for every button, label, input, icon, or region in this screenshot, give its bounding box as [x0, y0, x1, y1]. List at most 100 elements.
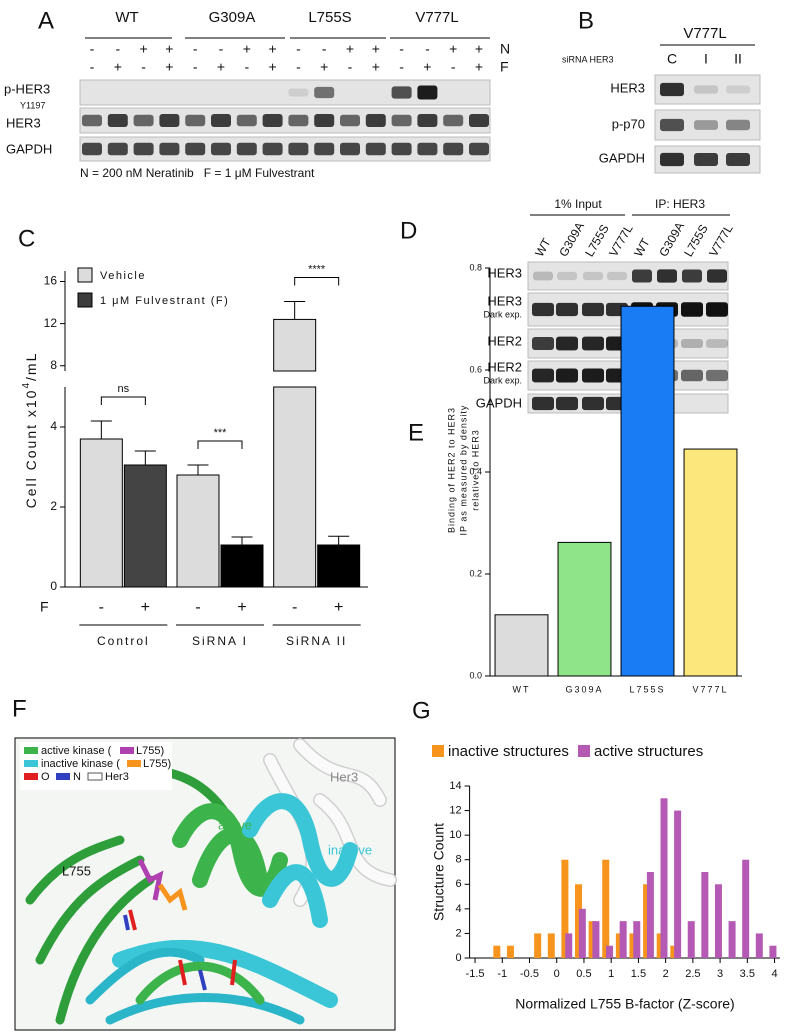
legend-label: 1 μM Fulvestrant (F)	[100, 295, 229, 307]
blot-band	[556, 396, 578, 411]
y-axis-label: IP as measured by density	[458, 405, 468, 536]
bar	[506, 945, 514, 958]
residue-active	[137, 858, 164, 901]
legend-swatch	[56, 773, 70, 780]
blot-band	[236, 142, 257, 156]
y-tick-label: 4	[455, 903, 461, 915]
bar	[755, 933, 763, 958]
x-tick-label: 2	[663, 968, 669, 980]
lane-label: II	[734, 51, 742, 67]
panel-letter: D	[400, 217, 417, 244]
row-label: HER2	[487, 333, 522, 348]
y-tick-label: 0	[455, 952, 461, 964]
bar	[317, 544, 361, 588]
structure-label: L755	[62, 863, 91, 878]
legend-swatch	[24, 760, 38, 767]
sign: -	[115, 41, 120, 57]
legend-swatch	[77, 292, 93, 308]
blot-band	[391, 86, 412, 99]
bar	[687, 921, 695, 958]
panel-letter: B	[578, 7, 594, 34]
blot-band	[607, 271, 627, 281]
group-label: G309A	[209, 9, 256, 26]
blot-band	[82, 114, 102, 127]
bar	[561, 859, 569, 958]
residue-inactive	[157, 883, 188, 911]
sign: -	[425, 41, 430, 57]
significance-bracket	[197, 440, 243, 449]
treatment-key: N	[500, 41, 510, 57]
blot-band	[681, 339, 703, 348]
sign: +	[449, 41, 457, 57]
blot-band	[107, 114, 128, 127]
y-axis-label: Cell Count x104/mL	[21, 352, 39, 509]
sign: +	[217, 59, 225, 75]
structure-label: active	[218, 817, 252, 832]
bar	[79, 438, 123, 588]
sign: +	[269, 59, 277, 75]
blot-band	[469, 142, 489, 156]
nitrogen-sticks	[123, 914, 207, 991]
blot-band	[133, 114, 154, 127]
group-label: IP: HER3	[655, 197, 705, 211]
legend-swatch	[578, 745, 590, 757]
bar	[273, 318, 317, 372]
group-label: L755S	[308, 9, 351, 26]
sign: -	[322, 41, 327, 57]
blot-band	[532, 368, 554, 383]
blot-band	[82, 142, 102, 156]
y-tick-label: 0.2	[469, 568, 482, 578]
x-tick-label: 3.5	[740, 968, 755, 980]
y-tick-label: 0.0	[469, 670, 482, 680]
y-tick-label: 0.6	[469, 364, 482, 374]
sign: -	[90, 59, 95, 75]
legend-swatch	[432, 745, 444, 757]
row-label: HER3	[610, 80, 645, 95]
x-tick-label: G309A	[565, 684, 603, 694]
legend-swatch	[120, 747, 134, 754]
bar	[547, 933, 555, 958]
y-axis-label-part: /mL	[23, 352, 39, 381]
blot-band	[391, 114, 412, 127]
y-axis-label: relative to HER3	[470, 429, 480, 511]
blot-band	[726, 85, 750, 94]
row-label: HER3	[487, 293, 522, 308]
bar	[646, 872, 654, 958]
legend-label: O	[41, 771, 50, 783]
blot-band	[532, 396, 554, 411]
legend-swatch	[77, 267, 93, 283]
blot-band	[706, 339, 728, 348]
structure-label: inactive	[328, 842, 372, 857]
bar	[534, 933, 542, 958]
y-tick-label: 2	[50, 499, 57, 513]
sign: +	[475, 41, 483, 57]
bar	[578, 908, 586, 958]
blot-band	[365, 142, 386, 156]
blot-band	[660, 118, 684, 132]
blot-band	[582, 396, 604, 411]
blot-band	[314, 114, 335, 127]
group-label: 1% Input	[554, 197, 602, 211]
bar	[633, 921, 641, 958]
blot-band	[707, 269, 727, 283]
significance-label: ns	[118, 383, 130, 395]
sirna-label: siRNA HER3	[562, 54, 614, 64]
blot-band	[583, 271, 603, 281]
lane-label: V777L	[606, 222, 636, 259]
significance-bracket	[294, 277, 340, 286]
bar	[493, 945, 501, 958]
y-tick-label: 10	[449, 829, 461, 841]
blot-band	[417, 114, 438, 127]
blot-band	[469, 114, 489, 127]
bar	[670, 945, 678, 958]
blot-band	[533, 271, 553, 281]
legend-swatch	[127, 760, 141, 767]
legend-swatch	[24, 747, 38, 754]
x-sign: +	[237, 599, 246, 616]
legend-label: L755)	[136, 745, 164, 757]
bar	[674, 810, 682, 958]
y-axis-label: Structure Count	[431, 823, 447, 921]
legend-label: Her3	[105, 771, 129, 783]
